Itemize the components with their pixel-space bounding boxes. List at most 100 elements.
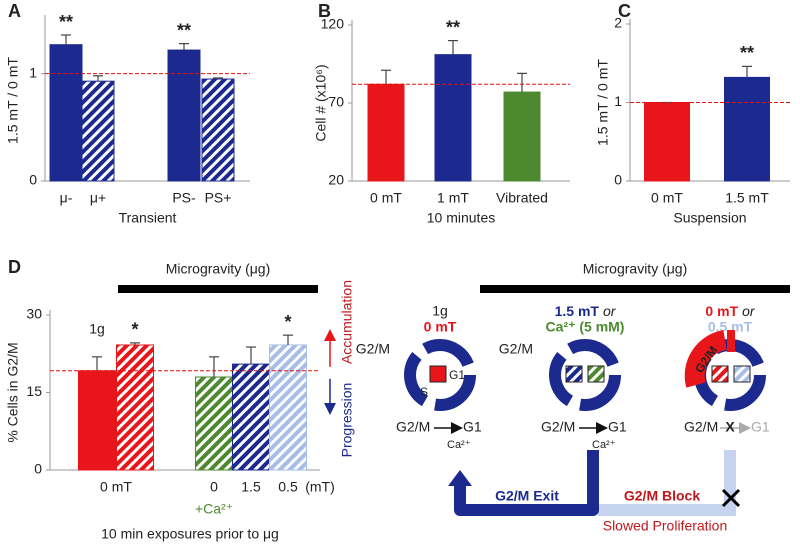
bar (49, 44, 83, 182)
exit-path (454, 450, 599, 516)
bar (503, 91, 541, 182)
x-axis-label: 10 minutes (427, 210, 495, 226)
exit-label: G2/M Exit (495, 488, 559, 504)
x-tick-label: PS+ (205, 190, 232, 206)
block-arc (684, 330, 728, 388)
from-label: G2/M (541, 419, 575, 435)
x-axis-label: Transient (119, 210, 177, 226)
or: or (603, 303, 617, 319)
y-axis-label: Cell # (x10⁶) (313, 64, 329, 141)
to-label: G1 (751, 419, 770, 435)
x-tick-label: PS- (172, 190, 196, 206)
condition-label: 0 mT (424, 319, 457, 335)
ion-label: Ca²⁺ (447, 439, 471, 451)
x-tick-label: 0 mT (651, 190, 683, 206)
y-tick-label: 0 (34, 461, 42, 477)
panel-letter: A (8, 1, 21, 21)
bar (434, 54, 472, 182)
bar (116, 344, 154, 471)
group-note: 1g (89, 321, 105, 337)
annotation: ** (177, 20, 191, 40)
y-tick-label: 15 (26, 383, 42, 399)
x-axis-label: Suspension (673, 210, 746, 226)
unit-label: (mT) (305, 479, 335, 495)
alt-label: Ca²⁺ (5 mM) (546, 319, 625, 335)
x-tick-label: 0.5 (278, 479, 298, 495)
span-bar (480, 285, 790, 293)
x-axis-label: 10 min exposures prior to μg (101, 526, 279, 542)
exit-arrowhead (448, 470, 472, 486)
y-tick-label: 120 (321, 16, 345, 32)
ca-label: +Ca²⁺ (195, 501, 233, 517)
ion-label: Ca²⁺ (592, 439, 616, 451)
bar (195, 376, 233, 471)
x-tick-label: 1.5 mT (725, 190, 769, 206)
x-tick-label: 0 (210, 479, 218, 495)
x-tick-label: 0 mT (100, 479, 132, 495)
or: or (742, 303, 756, 319)
y-tick-label: 0 (29, 172, 37, 188)
x-tick-label: 1.5 (241, 479, 261, 495)
from-label: G2/M (684, 419, 718, 435)
x-tick-label: 1 mT (437, 190, 469, 206)
cell-square (565, 365, 583, 383)
y-axis-label: % Cells in G2/M (5, 342, 21, 442)
annotation: ** (740, 43, 754, 63)
panel-letter: B (318, 1, 331, 21)
y-tick-label: 70 (328, 94, 344, 110)
diagram: Microgravity (μg) 1g 0 mT G2/M G1 S G2/M… (356, 261, 790, 534)
annotation: ** (446, 17, 460, 37)
annotation: * (131, 320, 138, 340)
cycle-ring (549, 339, 621, 411)
y-tick-label: 1 (29, 64, 37, 80)
y-tick-label: 1 (614, 93, 622, 109)
condition: 1.5 mT (555, 303, 600, 319)
bar (644, 102, 690, 182)
gravity-label: 1g (432, 303, 448, 319)
annotation: ** (59, 12, 73, 32)
y-axis-label: 1.5 mT / 0 mT (595, 59, 611, 146)
bar (78, 370, 116, 471)
annotation: * (284, 312, 291, 332)
bar (724, 76, 770, 182)
condition-label: 1.5 mT or (555, 303, 617, 319)
block-mark: X (725, 419, 735, 435)
block-x (721, 488, 741, 508)
y-axis-label: 1.5 mT / 0 mT (5, 57, 21, 144)
bar (232, 363, 270, 471)
from-label: G2/M (396, 419, 430, 435)
bar (201, 78, 235, 182)
condition: 0 mT (705, 303, 738, 319)
x-tick-label: μ- (60, 190, 73, 206)
to-label: G1 (608, 419, 627, 435)
alt-label: 0.5 mT (708, 319, 753, 335)
phase-label: G2/M (356, 341, 390, 357)
span-label: Microgravity (μg) (166, 261, 271, 277)
block-label: G2/M Block (624, 488, 700, 504)
diagram-title: Microgravity (μg) (583, 261, 688, 277)
bar (81, 80, 115, 182)
block-bar (727, 330, 735, 352)
condition-label: 0 mT or (705, 303, 755, 319)
block-path (598, 450, 736, 516)
progression-label: Progression (339, 383, 355, 458)
g1-label: G1 (449, 368, 465, 382)
y-tick-label: 30 (26, 306, 42, 322)
to-label: G1 (463, 419, 482, 435)
y-tick-label: 0 (614, 172, 622, 188)
x-tick-label: Vibrated (496, 190, 548, 206)
outcome-label: Slowed Proliferation (603, 518, 728, 534)
cell-square (587, 365, 605, 383)
bar (167, 49, 201, 182)
phase-label: G2/M (499, 341, 533, 357)
panel-letter: D (8, 257, 21, 277)
cycle-ring (404, 339, 476, 411)
accumulation-label: Accumulation (339, 280, 355, 364)
span-bar (118, 285, 318, 293)
y-tick-label: 20 (328, 172, 344, 188)
x-tick-label: μ+ (90, 190, 106, 206)
cell-square (711, 365, 729, 383)
cell-square (733, 365, 751, 383)
